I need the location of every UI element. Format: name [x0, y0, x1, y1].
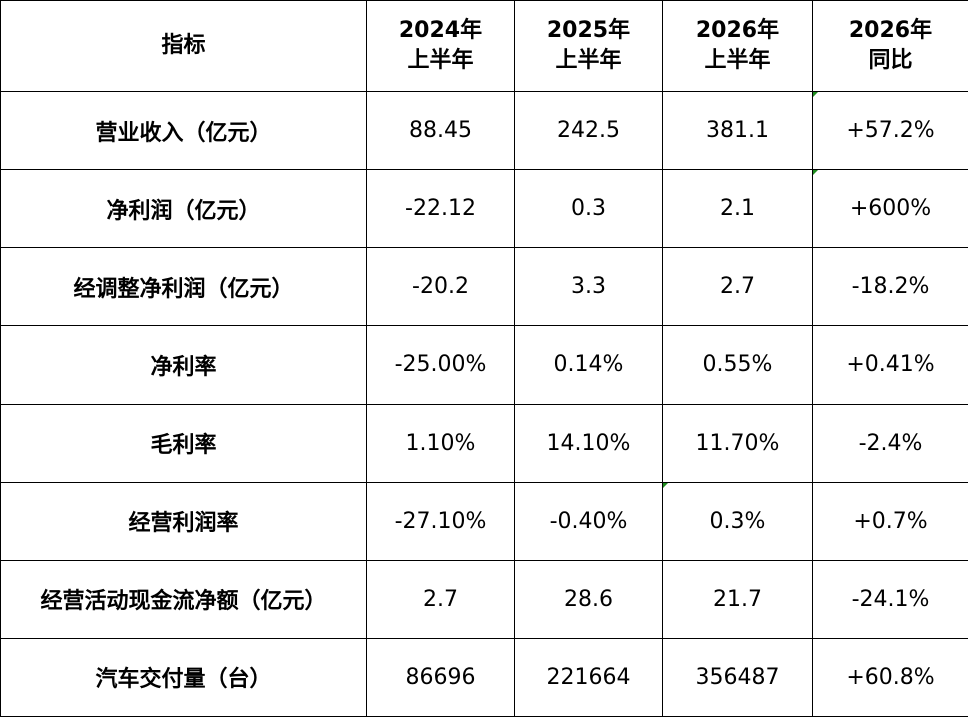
cell-2026: 2.1: [662, 169, 813, 249]
cell-yoy: -2.4%: [812, 403, 968, 483]
row-label: 净利润（亿元）: [0, 169, 367, 249]
table-row: 毛利率 1.10% 14.10% 11.70% -2.4%: [0, 403, 968, 483]
cell-2025: -0.40%: [514, 481, 663, 561]
header-yoy-label: 同比: [868, 48, 913, 73]
cell-2026: 0.3%: [662, 481, 813, 561]
header-2026-h1: 2026年 上半年: [662, 0, 813, 92]
header-yoy-year: 2026年: [848, 18, 933, 43]
cell-2026: 381.1: [662, 90, 813, 171]
row-label: 经营活动现金流净额（亿元）: [0, 559, 367, 639]
row-label: 毛利率: [0, 403, 367, 483]
cell-2024: -22.12: [366, 169, 515, 249]
header-2024-period: 上半年: [407, 48, 474, 73]
header-row: 指标 2024年 上半年 2025年 上半年 2026年 上半年 2026年 同…: [0, 0, 968, 92]
row-label: 经营利润率: [0, 481, 367, 561]
cell-2024: -20.2: [366, 247, 515, 327]
cell-2025: 0.3: [514, 169, 663, 249]
header-2025-year: 2025年: [546, 18, 631, 43]
cell-yoy: +0.41%: [812, 325, 968, 405]
cell-2025: 221664: [514, 637, 663, 717]
header-indicator: 指标: [0, 0, 367, 92]
cell-yoy: -18.2%: [812, 247, 968, 327]
cell-2025: 28.6: [514, 559, 663, 639]
table-row: 营业收入（亿元） 88.45 242.5 381.1 +57.2%: [0, 90, 968, 171]
cell-2024: 86696: [366, 637, 515, 717]
row-label: 净利率: [0, 325, 367, 405]
cell-yoy: +0.7%: [812, 481, 968, 561]
table-row: 经营活动现金流净额（亿元） 2.7 28.6 21.7 -24.1%: [0, 559, 968, 639]
table-row: 净利率 -25.00% 0.14% 0.55% +0.41%: [0, 325, 968, 405]
cell-yoy: +600%: [812, 169, 968, 249]
cell-2024: -25.00%: [366, 325, 515, 405]
cell-2024: -27.10%: [366, 481, 515, 561]
table-row: 经调整净利润（亿元） -20.2 3.3 2.7 -18.2%: [0, 247, 968, 327]
cell-2025: 14.10%: [514, 403, 663, 483]
table-row: 经营利润率 -27.10% -0.40% 0.3% +0.7%: [0, 481, 968, 561]
cell-2025: 242.5: [514, 90, 663, 171]
table-row: 净利润（亿元） -22.12 0.3 2.1 +600%: [0, 169, 968, 249]
cell-2026: 11.70%: [662, 403, 813, 483]
header-2024-h1: 2024年 上半年: [366, 0, 515, 92]
row-label: 营业收入（亿元）: [0, 90, 367, 171]
cell-yoy: -24.1%: [812, 559, 968, 639]
cell-2026: 2.7: [662, 247, 813, 327]
cell-2025: 0.14%: [514, 325, 663, 405]
cell-yoy: +60.8%: [812, 637, 968, 717]
header-2026-yoy: 2026年 同比: [812, 0, 968, 92]
header-2026-period: 上半年: [704, 48, 771, 73]
header-2025-h1: 2025年 上半年: [514, 0, 663, 92]
header-2026-year: 2026年: [695, 18, 780, 43]
cell-yoy: +57.2%: [812, 90, 968, 171]
cell-2024: 2.7: [366, 559, 515, 639]
header-2025-period: 上半年: [555, 48, 622, 73]
row-label: 汽车交付量（台）: [0, 637, 367, 717]
cell-2026: 21.7: [662, 559, 813, 639]
row-label: 经调整净利润（亿元）: [0, 247, 367, 327]
cell-2024: 88.45: [366, 90, 515, 171]
header-2024-year: 2024年: [398, 18, 483, 43]
cell-2026: 0.55%: [662, 325, 813, 405]
cell-2025: 3.3: [514, 247, 663, 327]
table-row: 汽车交付量（台） 86696 221664 356487 +60.8%: [0, 637, 968, 717]
cell-2024: 1.10%: [366, 403, 515, 483]
cell-2026: 356487: [662, 637, 813, 717]
